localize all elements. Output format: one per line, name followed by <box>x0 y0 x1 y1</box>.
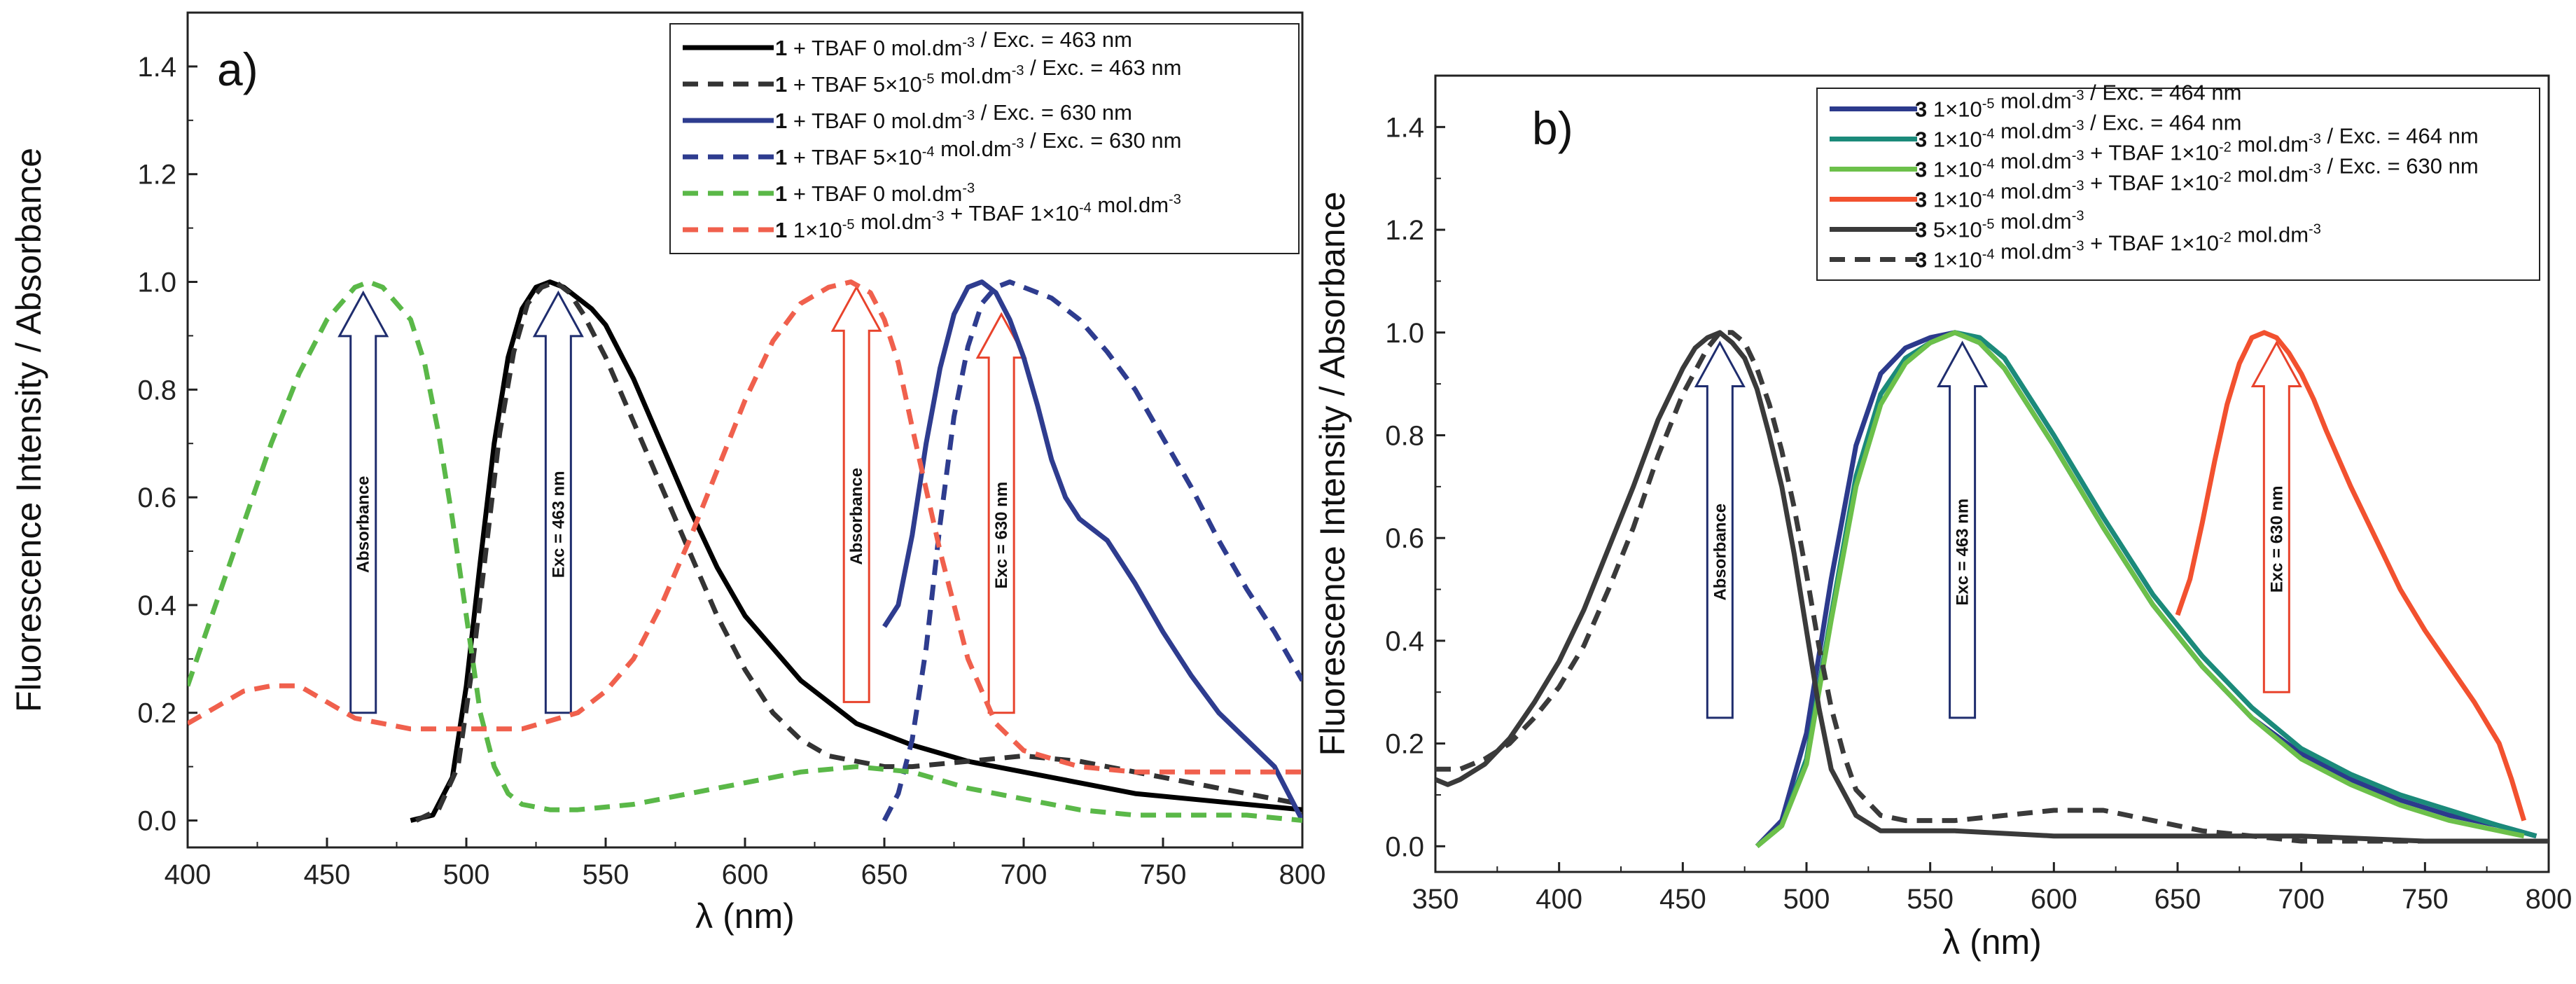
annotation-label: Absorbance <box>1711 504 1729 601</box>
series-line <box>188 279 1302 775</box>
x-tick-label: 650 <box>861 859 908 890</box>
series-line <box>2175 330 2527 822</box>
x-tick-label: 500 <box>443 859 490 890</box>
y-tick-label: 0.0 <box>137 806 176 837</box>
annotation-arrow <box>532 290 584 714</box>
y-tick-label: 1.0 <box>137 268 176 298</box>
x-tick-label: 550 <box>1907 884 1954 915</box>
x-tick-label: 800 <box>1279 859 1326 890</box>
y-tick-label: 0.6 <box>137 483 176 513</box>
x-axis-label: λ (nm) <box>1942 922 2042 962</box>
y-tick-label: 0.6 <box>1385 523 1424 554</box>
y-tick-label: 1.2 <box>1385 215 1424 246</box>
series-line <box>882 279 1302 822</box>
legend-entry: 1 1×10-5 mol.dm-3 + TBAF 1×10-4 mol.dm-3 <box>775 192 1181 242</box>
legend-entry: 3 5×10-5 mol.dm-3 <box>1915 209 2084 242</box>
legend-entry: 3 1×10-4 mol.dm-3 / Exc. = 464 nm <box>1915 111 2241 152</box>
annotation-label: Exc = 630 nm <box>2267 485 2286 593</box>
panel-label: b) <box>1532 102 1573 154</box>
annotation-label: Absorbance <box>354 476 373 573</box>
annotation-label: Exc = 463 nm <box>1954 499 1972 606</box>
y-tick-label: 0.2 <box>137 698 176 729</box>
x-tick-label: 450 <box>304 859 351 890</box>
series-line <box>188 279 1302 823</box>
legend-entry: 1 + TBAF 5×10-5 mol.dm-3 / Exc. = 463 nm <box>775 55 1181 97</box>
y-tick-label: 1.0 <box>1385 318 1424 349</box>
x-tick-label: 800 <box>2526 884 2572 915</box>
annotation-label: Exc = 630 nm <box>992 482 1011 589</box>
x-tick-label: 650 <box>2154 884 2201 915</box>
legend-box <box>669 23 1300 254</box>
x-tick-label: 550 <box>583 859 629 890</box>
legend-entry: 3 1×10-4 mol.dm-3 + TBAF 1×10-2 mol.dm-3… <box>1915 154 2479 212</box>
legend: 1 + TBAF 0 mol.dm-3 / Exc. = 463 nm1 + T… <box>669 23 1300 254</box>
x-tick-label: 600 <box>722 859 769 890</box>
series-line <box>1755 330 2537 848</box>
annotation-arrow <box>1694 340 1746 719</box>
y-tick-label: 0.2 <box>1385 729 1424 760</box>
y-tick-label: 0.8 <box>137 375 176 406</box>
x-tick-label: 400 <box>165 859 211 890</box>
annotation-arrow <box>337 290 389 714</box>
x-tick-label: 500 <box>1783 884 1830 915</box>
series-line <box>415 279 1302 823</box>
x-axis-label: λ (nm) <box>695 896 795 936</box>
x-tick-label: 700 <box>1001 859 1047 890</box>
panel-label: a) <box>217 43 258 95</box>
x-tick-label: 350 <box>1412 884 1459 915</box>
legend-entry: 3 1×10-4 mol.dm-3 + TBAF 1×10-2 mol.dm-3 <box>1915 222 2321 272</box>
series-line <box>1435 330 2549 844</box>
y-axis-label: Fluorescence Intensity / Absorbance <box>1313 191 1352 756</box>
legend-entry: 1 + TBAF 0 mol.dm-3 / Exc. = 463 nm <box>775 27 1132 60</box>
legend-entry: 1 + TBAF 0 mol.dm-3 / Exc. = 630 nm <box>775 100 1132 133</box>
annotation-arrow <box>2250 340 2302 693</box>
y-tick-label: 0.4 <box>1385 626 1424 657</box>
legend-entry: 3 1×10-4 mol.dm-3 + TBAF 1×10-2 mol.dm-3… <box>1915 124 2479 182</box>
x-tick-label: 700 <box>2278 884 2325 915</box>
legend-entry: 1 + TBAF 5×10-4 mol.dm-3 / Exc. = 630 nm <box>775 128 1181 169</box>
y-tick-label: 1.4 <box>137 52 176 83</box>
y-tick-label: 1.2 <box>137 160 176 190</box>
chart-panel-1: 400 450 500 550 600 650 700 750 800 0.0 0.2 0.4 0.6 0… <box>9 11 1326 936</box>
legend-entry: 3 1×10-5 mol.dm-3 / Exc. = 464 nm <box>1915 81 2241 122</box>
y-tick-label: 1.4 <box>1385 112 1424 143</box>
legend-box <box>1816 88 2540 281</box>
y-tick-label: 0.8 <box>1385 420 1424 451</box>
y-tick-label: 0.0 <box>1385 831 1424 862</box>
legend: 3 1×10-5 mol.dm-3 / Exc. = 464 nm3 1×10-… <box>1816 81 2540 281</box>
series-line <box>1435 330 2549 844</box>
annotation-arrow <box>1937 340 1989 719</box>
legend-entry: 1 + TBAF 0 mol.dm-3 <box>775 181 975 206</box>
y-axis-label: Fluorescence Intensity / Absorbance <box>9 148 48 712</box>
series-line <box>1755 330 2525 848</box>
annotation-arrow <box>830 285 882 703</box>
x-tick-label: 400 <box>1536 884 1582 915</box>
chart-panel-2: 350 400 450 500 550 600 650 700 750 800 0.0 0.2 0.4 0… <box>1313 74 2572 962</box>
y-tick-label: 0.4 <box>137 590 176 621</box>
series-line <box>882 279 1302 822</box>
x-tick-label: 750 <box>1140 859 1187 890</box>
x-tick-label: 600 <box>2031 884 2077 915</box>
x-tick-label: 750 <box>2402 884 2449 915</box>
annotation-label: Exc = 463 nm <box>549 471 568 578</box>
series-line <box>410 279 1302 823</box>
annotation-label: Absorbance <box>847 468 866 565</box>
x-tick-label: 450 <box>1659 884 1706 915</box>
